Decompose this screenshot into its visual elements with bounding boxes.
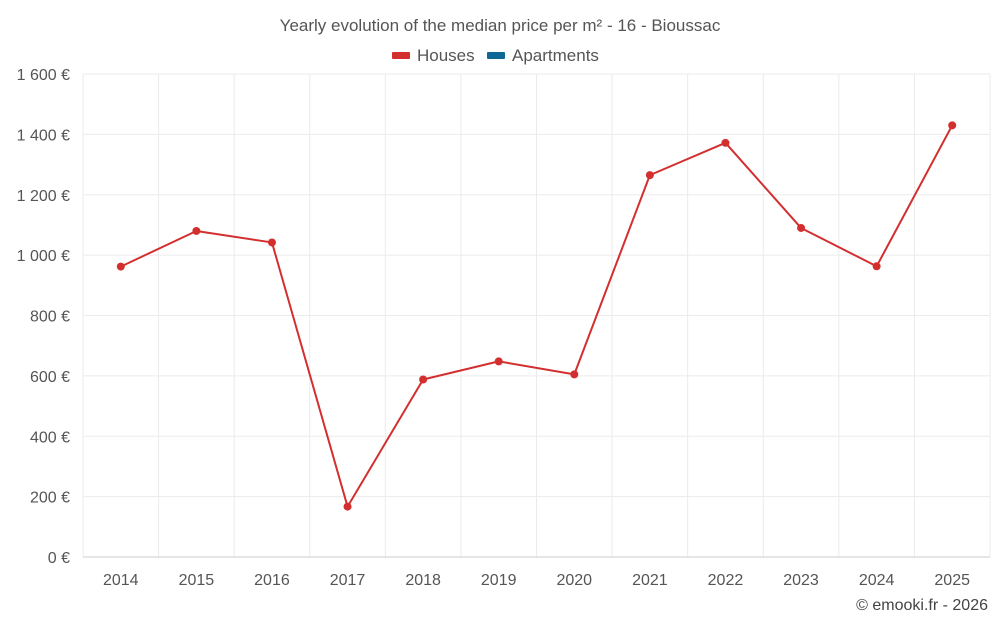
x-tick-label: 2018 <box>405 572 441 589</box>
y-axis-ticks: 0 € 200 € 400 € 600 € 800 € 1 000 € 1 200 € 1 4… <box>17 67 70 567</box>
x-gridlines <box>82 74 991 557</box>
x-tick-label: 2021 <box>632 572 668 589</box>
data-point <box>419 375 428 384</box>
y-tick-label: 1 200 € <box>17 188 70 205</box>
data-point <box>797 223 806 232</box>
series-layer <box>116 121 957 511</box>
y-tick-label: 600 € <box>30 369 70 386</box>
x-tick-label: 2014 <box>103 572 139 589</box>
x-tick-label: 2024 <box>859 572 895 589</box>
legend-item-apartments[interactable]: Apartments <box>487 46 599 65</box>
series-line-houses <box>120 124 954 508</box>
x-tick-label: 2020 <box>556 572 592 589</box>
x-tick-label: 2022 <box>708 572 744 589</box>
data-point <box>570 370 579 379</box>
x-tick-label: 2016 <box>254 572 290 589</box>
data-point <box>267 238 276 247</box>
y-tick-label: 1 400 € <box>17 127 70 144</box>
legend-label-houses[interactable]: Houses <box>417 46 475 65</box>
data-point <box>721 138 730 147</box>
x-tick-label: 2017 <box>330 572 366 589</box>
x-tick-label: 2019 <box>481 572 517 589</box>
x-axis-ticks: 2014 2015 2016 2017 2018 2019 2020 2021 2022 2023… <box>103 572 970 589</box>
data-point <box>116 262 125 271</box>
data-point <box>645 171 654 180</box>
data-point <box>948 121 957 130</box>
data-point <box>872 262 881 271</box>
legend-swatch-houses <box>392 52 410 59</box>
x-tick-label: 2023 <box>783 572 819 589</box>
data-point <box>192 226 201 235</box>
y-tick-label: 1 000 € <box>17 248 70 265</box>
y-tick-label: 0 € <box>48 550 70 567</box>
legend-item-houses[interactable]: Houses <box>392 46 475 65</box>
legend-swatch-apartments <box>487 52 505 59</box>
legend-label-apartments[interactable]: Apartments <box>512 46 599 65</box>
data-point <box>494 357 503 366</box>
y-tick-label: 200 € <box>30 490 70 507</box>
y-tick-label: 800 € <box>30 309 70 326</box>
credit-text: © emooki.fr - 2026 <box>856 597 988 614</box>
data-point <box>343 502 352 511</box>
x-tick-label: 2025 <box>934 572 970 589</box>
y-tick-label: 400 € <box>30 429 70 446</box>
y-tick-label: 1 600 € <box>17 67 70 84</box>
chart-title: Yearly evolution of the median price per… <box>280 16 721 35</box>
x-tick-label: 2015 <box>179 572 215 589</box>
legend[interactable]: Houses Apartments <box>392 46 599 65</box>
